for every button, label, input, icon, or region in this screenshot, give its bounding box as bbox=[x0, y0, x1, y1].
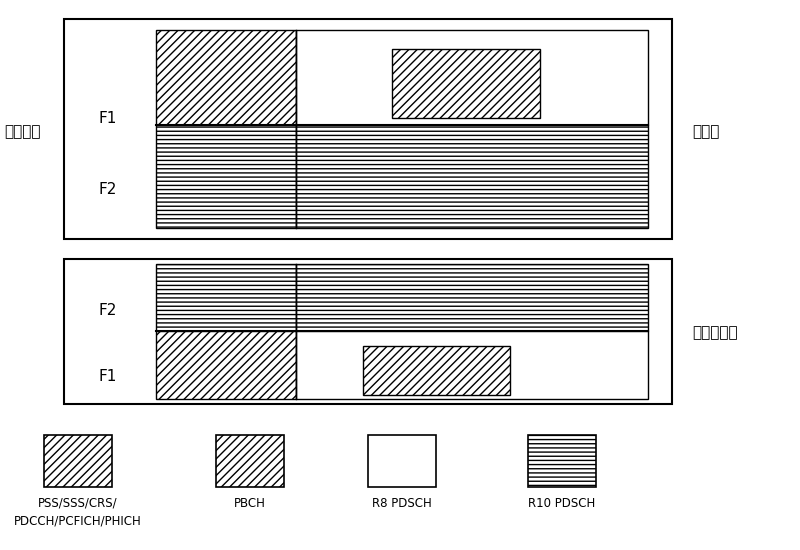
Bar bbox=[296, 30, 648, 125]
Bar bbox=[156, 264, 296, 331]
Bar bbox=[216, 434, 284, 487]
Bar bbox=[156, 331, 296, 399]
Text: R10 PDSCH: R10 PDSCH bbox=[528, 497, 596, 510]
Text: 低功率基站: 低功率基站 bbox=[692, 325, 738, 340]
Bar bbox=[156, 30, 296, 125]
Bar bbox=[362, 346, 510, 395]
Text: R8 PDSCH: R8 PDSCH bbox=[372, 497, 432, 510]
Bar bbox=[64, 258, 672, 404]
Bar bbox=[368, 434, 436, 487]
Text: F1: F1 bbox=[99, 369, 117, 384]
Bar bbox=[392, 50, 540, 118]
Text: PDCCH/PCFICH/PHICH: PDCCH/PCFICH/PHICH bbox=[14, 514, 142, 527]
Text: F1: F1 bbox=[99, 111, 117, 126]
Text: PBCH: PBCH bbox=[234, 497, 266, 510]
Text: F2: F2 bbox=[99, 303, 117, 318]
Bar bbox=[296, 125, 648, 228]
Text: PSS/SSS/CRS/: PSS/SSS/CRS/ bbox=[38, 497, 118, 510]
Bar bbox=[156, 125, 296, 228]
Bar bbox=[296, 331, 648, 399]
Bar bbox=[528, 434, 596, 487]
Bar bbox=[44, 434, 112, 487]
Text: 一个载波: 一个载波 bbox=[4, 124, 41, 140]
Bar bbox=[296, 264, 648, 331]
Text: F2: F2 bbox=[99, 182, 117, 197]
Text: 宏基站: 宏基站 bbox=[692, 124, 719, 140]
Bar bbox=[64, 19, 672, 239]
